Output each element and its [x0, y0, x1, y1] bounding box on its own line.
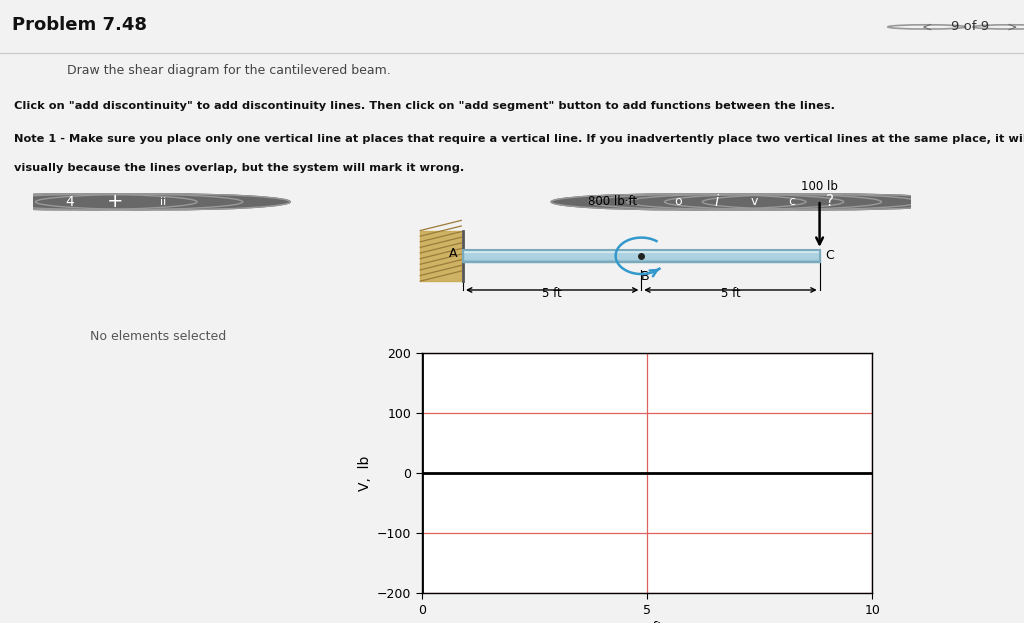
Circle shape [702, 194, 957, 210]
Text: B: B [641, 270, 649, 283]
Circle shape [0, 194, 243, 210]
Circle shape [36, 194, 290, 210]
Circle shape [627, 194, 882, 210]
Text: o: o [675, 196, 682, 208]
Bar [463, 260, 819, 262]
Bar [463, 250, 819, 262]
Circle shape [0, 194, 197, 210]
Text: c: c [788, 196, 796, 208]
Text: i: i [714, 194, 719, 209]
Bar [463, 250, 819, 252]
Bar [463, 250, 819, 262]
Text: <: < [922, 21, 932, 34]
Text: A: A [450, 247, 458, 260]
Text: No elements selected: No elements selected [90, 330, 226, 343]
Text: 5 ft: 5 ft [543, 287, 562, 300]
Text: Note 1 - Make sure you place only one vertical line at places that require a ver: Note 1 - Make sure you place only one ve… [14, 134, 1024, 144]
Text: ?: ? [825, 194, 834, 209]
Text: C: C [825, 249, 834, 262]
Text: >: > [1007, 21, 1017, 34]
Bar [420, 231, 461, 281]
Y-axis label: V,  lb: V, lb [357, 455, 372, 491]
Circle shape [551, 194, 806, 210]
Text: 800 lb·ft: 800 lb·ft [588, 195, 637, 208]
Text: v: v [751, 196, 758, 208]
Text: Problem 7.48: Problem 7.48 [12, 16, 147, 34]
Text: 9 of 9: 9 of 9 [950, 21, 989, 34]
Text: +: + [108, 193, 124, 211]
Text: 100 lb: 100 lb [801, 180, 838, 193]
Text: Click on "add discontinuity" to add discontinuity lines. Then click on "add segm: Click on "add discontinuity" to add disc… [14, 101, 836, 111]
Circle shape [589, 194, 844, 210]
Circle shape [665, 194, 920, 210]
X-axis label: x,  ft: x, ft [632, 621, 663, 623]
Text: ii: ii [160, 197, 166, 207]
Text: Draw the shear diagram for the cantilevered beam.: Draw the shear diagram for the cantileve… [67, 64, 390, 77]
Text: 5 ft: 5 ft [721, 287, 740, 300]
Text: visually because the lines overlap, but the system will mark it wrong.: visually because the lines overlap, but … [14, 163, 465, 173]
Text: 4: 4 [66, 195, 74, 209]
